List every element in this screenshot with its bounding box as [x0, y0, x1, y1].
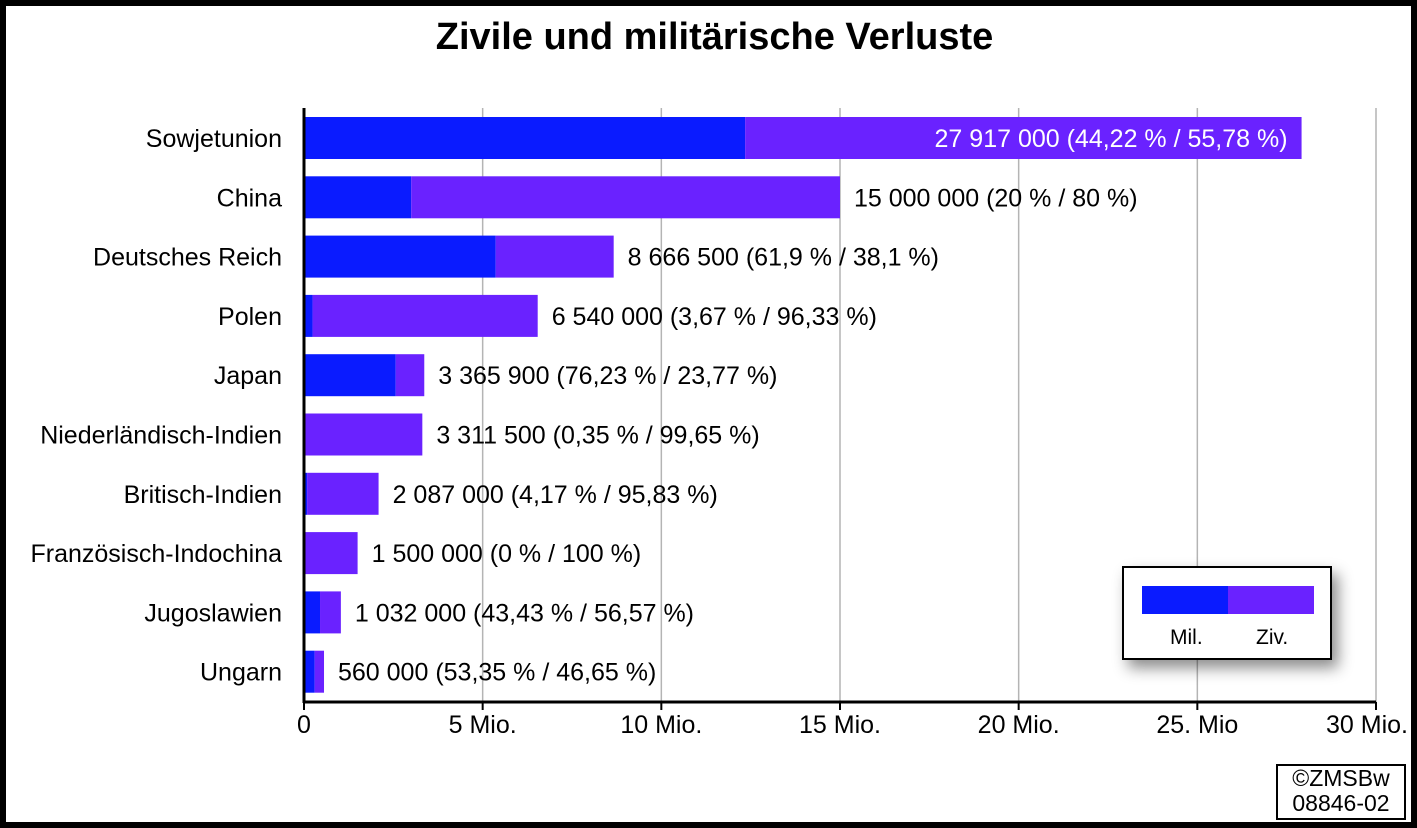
- bar-segment-ziv: [312, 294, 538, 337]
- x-tick-label: 5 Mio.: [449, 711, 517, 739]
- copyright-line-2: 08846-02: [1292, 790, 1390, 816]
- chart-title: Zivile und militärische Verluste: [435, 16, 994, 58]
- bar-segment-ziv: [745, 117, 1302, 159]
- data-label: 560 000 (53,35 % / 46,65 %): [338, 659, 656, 687]
- data-label: 8 666 500 (61,9 % / 38,1 %): [628, 244, 939, 272]
- bar-segment-mil: [304, 235, 496, 278]
- x-tick-label: 30 Mio.: [1326, 711, 1408, 739]
- data-label: 27 917 000 (44,22 % / 55,78 %): [935, 125, 1288, 153]
- legend-swatch-ziv: [1228, 586, 1314, 614]
- data-label: 15 000 000 (20 % / 80 %): [854, 184, 1138, 212]
- bar-segment-ziv: [314, 650, 325, 693]
- data-label: 2 087 000 (4,17 % / 95,83 %): [393, 481, 718, 509]
- bar-segment-ziv: [304, 413, 423, 456]
- bar-segment-mil: [304, 354, 396, 397]
- bar-segment-mil: [304, 650, 315, 693]
- category-label: Niederländisch-Indien: [40, 422, 282, 450]
- x-tick-label: 25. Mio: [1156, 711, 1238, 739]
- category-label: Ungarn: [200, 659, 282, 687]
- category-label: Jugoslawien: [144, 599, 282, 627]
- x-tick-label: 0: [297, 711, 311, 739]
- copyright-box: ©ZMSBw 08846-02: [1276, 764, 1406, 820]
- legend-swatch-mil: [1142, 586, 1228, 614]
- bar-segment-mil: [304, 294, 313, 337]
- category-label: China: [217, 184, 282, 212]
- data-label: 3 365 900 (76,23 % / 23,77 %): [438, 362, 777, 390]
- bar-segment-ziv: [304, 532, 358, 575]
- category-label: Japan: [214, 362, 282, 390]
- bar-segment-ziv: [495, 235, 614, 278]
- category-label: Deutsches Reich: [93, 244, 282, 272]
- bar-segment-mil: [304, 591, 321, 634]
- data-label: 3 311 500 (0,35 % / 99,65 %): [436, 422, 759, 450]
- bar-segment-mil: [304, 117, 746, 159]
- bar-segment-ziv: [411, 176, 840, 219]
- data-label: 1 500 000 (0 % / 100 %): [372, 540, 642, 568]
- category-label: Britisch-Indien: [124, 481, 282, 509]
- data-label: 1 032 000 (43,43 % / 56,57 %): [355, 599, 694, 627]
- category-label: Sowjetunion: [146, 125, 282, 153]
- chart-legend: Mil. Ziv.: [1122, 566, 1332, 660]
- legend-label-mil: Mil.: [1170, 626, 1203, 649]
- category-label: Französisch-Indochina: [30, 540, 282, 568]
- data-label: 6 540 000 (3,67 % / 96,33 %): [552, 303, 877, 331]
- x-tick-label: 15 Mio.: [799, 711, 881, 739]
- x-tick-label: 10 Mio.: [620, 711, 702, 739]
- bar-segment-ziv: [320, 591, 341, 634]
- category-label: Polen: [218, 303, 282, 331]
- bar-segment-ziv: [307, 472, 379, 515]
- legend-label-ziv: Ziv.: [1256, 626, 1289, 649]
- bar-segment-mil: [304, 176, 412, 219]
- bar-segment-mil: [304, 472, 308, 515]
- x-tick-label: 20 Mio.: [978, 711, 1060, 739]
- copyright-line-1: ©ZMSBw: [1292, 765, 1390, 791]
- bar-segment-ziv: [395, 354, 425, 397]
